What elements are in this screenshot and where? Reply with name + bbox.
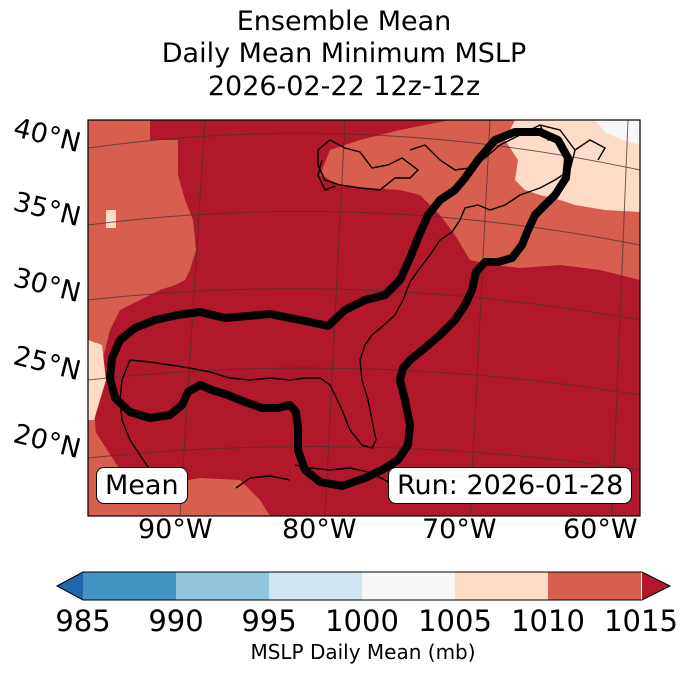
colorbar-segment — [83, 572, 176, 600]
colorbar-extend-high — [642, 572, 670, 600]
lon-label-90w: 90°W — [138, 514, 213, 545]
colorbar-tick-995: 995 — [241, 604, 297, 638]
map-frame — [87, 119, 641, 517]
map-area — [88, 120, 640, 516]
colorbar-segment — [362, 572, 455, 600]
colorbar-tick-985: 985 — [55, 604, 111, 638]
colorbar-tick-1010: 1010 — [511, 604, 585, 638]
title-line-1: Ensemble Mean — [236, 6, 452, 37]
pressure-contour — [106, 128, 572, 490]
coastlines — [119, 124, 606, 499]
lon-label-80w: 80°W — [282, 514, 357, 545]
colorbar-segment — [455, 572, 548, 600]
pressure-fill-high — [595, 120, 640, 145]
title-line-2: Daily Mean Minimum MSLP — [161, 38, 527, 69]
colorbar-tick-1005: 1005 — [418, 604, 492, 638]
colorbar-segment — [176, 572, 269, 600]
lon-label-60w: 60°W — [563, 514, 638, 545]
title-line-3: 2026-02-22 12z-12z — [207, 71, 481, 102]
colorbar — [55, 571, 672, 601]
lon-label-70w: 70°W — [422, 514, 497, 545]
colorbar-extend-low — [57, 572, 83, 600]
colorbar-outline — [55, 571, 672, 601]
colorbar-segment — [269, 572, 362, 600]
colorbar-tick-1000: 1000 — [325, 604, 399, 638]
colorbar-segment — [548, 572, 641, 600]
colorbar-tick-990: 990 — [148, 604, 204, 638]
pressure-fill-spot — [106, 210, 116, 228]
pressure-fill-west-edge — [88, 340, 106, 420]
graticule — [88, 120, 640, 516]
run-label: Run: 2026-01-28 — [388, 467, 633, 504]
panel-label: Mean — [96, 467, 188, 504]
colorbar-label: MSLP Daily Mean (mb) — [250, 640, 476, 664]
colorbar-tick-1015: 1015 — [604, 604, 678, 638]
